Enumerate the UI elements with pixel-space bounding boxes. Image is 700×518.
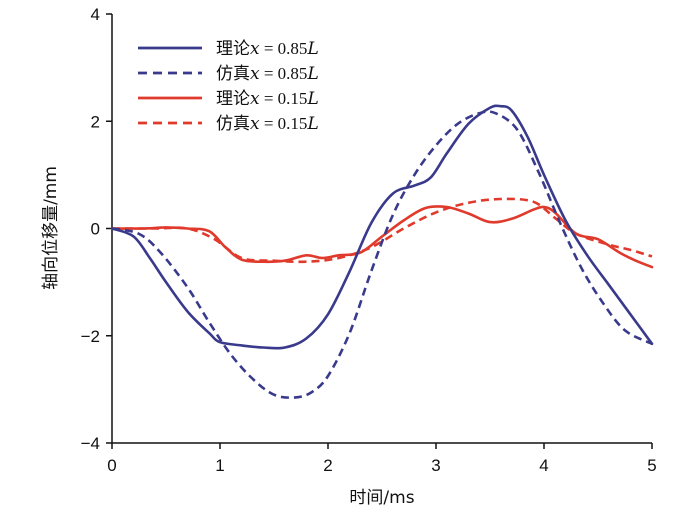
series-layer	[110, 104, 654, 399]
legend-label-3: 理论x = 0.15L	[216, 89, 319, 109]
series-line-3	[110, 205, 654, 269]
y-tick-label: 0	[91, 220, 100, 239]
legend-label-4: 仿真x = 0.15L	[216, 114, 319, 134]
plot-area: 0 1 2 3 4 5 −4 −2 0 2 4	[81, 5, 657, 475]
series-line-2	[111, 110, 653, 399]
y-tick-label: 2	[91, 112, 100, 131]
x-tick-label: 4	[539, 456, 548, 475]
x-tick-label: 3	[431, 456, 440, 475]
x-tick-label: 0	[107, 456, 116, 475]
y-tick-label: −2	[81, 327, 100, 346]
x-tick-label: 2	[323, 456, 332, 475]
legend-label-2: 仿真x = 0.85L	[216, 64, 319, 84]
x-tick-label: 1	[215, 456, 224, 475]
series-line-1	[110, 104, 654, 350]
x-axis-title: 时间/ms	[349, 488, 414, 508]
y-axis-ticks: −4 −2 0 2 4	[81, 5, 112, 453]
legend: 理论x = 0.85L 仿真x = 0.85L 理论x = 0.15L 仿真x = 0…	[138, 39, 319, 134]
x-axis-ticks: 0 1 2 3 4 5	[107, 443, 657, 475]
y-tick-label: 4	[91, 5, 100, 24]
x-tick-label: 5	[647, 456, 656, 475]
y-tick-label: −4	[81, 434, 100, 453]
legend-label-1: 理论x = 0.85L	[216, 39, 319, 59]
y-axis-title: 轴向位移量/mm	[41, 166, 61, 290]
